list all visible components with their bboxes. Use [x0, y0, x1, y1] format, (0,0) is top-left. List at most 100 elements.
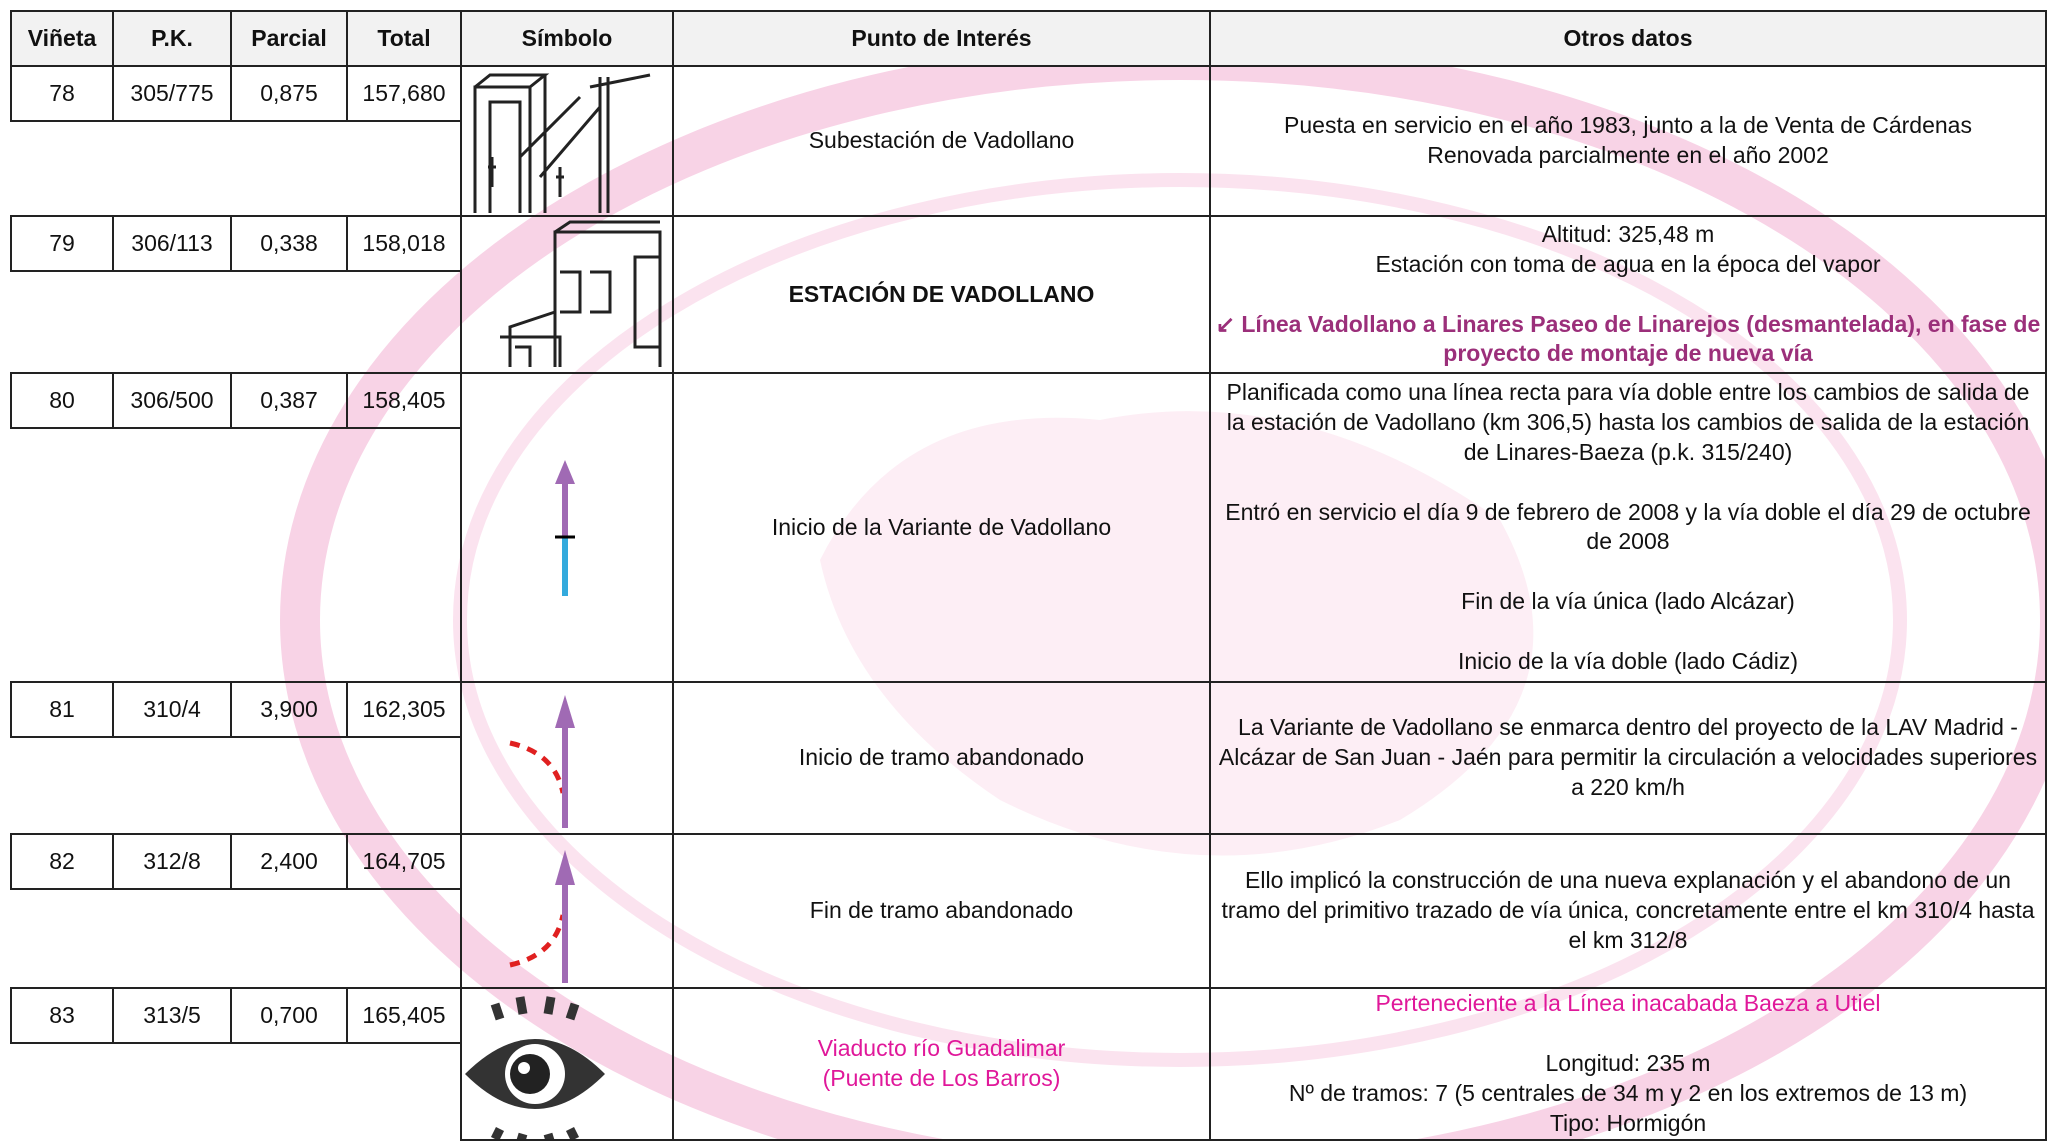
symbol-variant	[555, 460, 575, 596]
poi: Subestación de Vadollano	[808, 127, 1075, 154]
symbol-abandoned-start	[509, 695, 575, 828]
cell: 162,305	[346, 681, 462, 738]
other-data: Inicio de la vía doble (lado Cádiz)	[1457, 648, 1799, 675]
cell: Ello implicó la construcción de una nuev…	[1209, 833, 2047, 989]
other-data: Ello implicó la construcción de una nuev…	[1221, 867, 2035, 953]
parcial: 0,875	[260, 79, 318, 106]
other-data: ↙ Línea Vadollano a Linares Paseo de Lin…	[1215, 310, 2041, 367]
cell: Fin de tramo abandonado	[672, 833, 1211, 989]
cell: Perteneciente a la Línea inacabada Baeza…	[1209, 987, 2047, 1141]
cell: La Variante de Vadollano se enmarca dent…	[1209, 681, 2047, 835]
header-cell: P.K.	[151, 24, 193, 51]
symbol-station	[500, 220, 662, 367]
cell: 312/8	[112, 833, 232, 890]
cell: 305/775	[112, 65, 232, 122]
cell: ESTACIÓN DE VADOLLANO	[672, 215, 1211, 374]
cell: Puesta en servicio en el año 1983, junto…	[1209, 65, 2047, 217]
poi: Fin de tramo abandonado	[809, 897, 1074, 924]
cell: Total	[346, 10, 462, 67]
poi: Viaducto río Guadalimar	[817, 1035, 1066, 1062]
cell: Viñeta	[10, 10, 114, 67]
pk: 313/5	[143, 1001, 201, 1028]
cell: 306/500	[112, 372, 232, 429]
cell: P.K.	[112, 10, 232, 67]
cell: Punto de Interés	[672, 10, 1211, 67]
header-cell: Viñeta	[27, 24, 97, 51]
cell: 158,018	[346, 215, 462, 272]
vineta: 81	[49, 695, 75, 722]
poi: Inicio de la Variante de Vadollano	[771, 513, 1112, 540]
parcial: 0,700	[260, 1001, 318, 1028]
cell: 78	[10, 65, 114, 122]
poi: Inicio de tramo abandonado	[798, 744, 1085, 771]
vineta: 78	[49, 79, 75, 106]
other-data: Perteneciente a la Línea inacabada Baeza…	[1375, 990, 1881, 1017]
other-data: Puesta en servicio en el año 1983, junto…	[1284, 112, 1972, 139]
cell: Inicio de la Variante de Vadollano	[672, 372, 1211, 683]
vineta: 79	[49, 229, 75, 256]
cell: 158,405	[346, 372, 462, 429]
cell: 82	[10, 833, 114, 890]
other-data: Nº de tramos: 7 (5 centrales de 34 m y 2…	[1288, 1080, 1968, 1106]
poi: (Puente de Los Barros)	[822, 1065, 1061, 1091]
other-data: Tipo: Hormigón	[1549, 1109, 1707, 1136]
cell: 0,387	[230, 372, 348, 429]
cell: 83	[10, 987, 114, 1044]
other-data: Estación con toma de agua en la época de…	[1375, 250, 1881, 277]
cell: Parcial	[230, 10, 348, 67]
parcial: 0,338	[260, 229, 318, 256]
symbol-substation	[473, 73, 651, 213]
vineta: 82	[49, 847, 75, 874]
cell: 81	[10, 681, 114, 738]
cell: 0,875	[230, 65, 348, 122]
pk: 305/775	[130, 79, 214, 106]
header-cell: Total	[377, 24, 431, 51]
cell: 310/4	[112, 681, 232, 738]
total: 158,405	[362, 386, 446, 413]
parcial: 3,900	[260, 695, 318, 722]
pk: 306/500	[130, 386, 214, 413]
poi: ESTACIÓN DE VADOLLANO	[788, 280, 1095, 307]
cell: 164,705	[346, 833, 462, 890]
parcial: 2,400	[260, 847, 318, 874]
total: 158,018	[362, 229, 446, 256]
header-cell: Símbolo	[521, 24, 613, 51]
cell: Viaducto río Guadalimar (Puente de Los Ba…	[672, 987, 1211, 1141]
symbol-abandoned-end	[509, 850, 575, 983]
cell: 157,680	[346, 65, 462, 122]
total: 164,705	[362, 847, 446, 874]
cell: 80	[10, 372, 114, 429]
symbol-viewpoint	[465, 996, 605, 1139]
cell: 2,400	[230, 833, 348, 890]
header-cell: Punto de Interés	[851, 24, 1032, 51]
cell: 0,338	[230, 215, 348, 272]
cell: 306/113	[112, 215, 232, 272]
pk: 306/113	[131, 229, 213, 256]
other-data: Entró en servicio el día 9 de febrero de…	[1225, 498, 2031, 555]
other-data: Longitud: 235 m	[1545, 1050, 1711, 1077]
cell: 3,900	[230, 681, 348, 738]
cell: 165,405	[346, 987, 462, 1044]
header-cell: Otros datos	[1563, 24, 1693, 51]
cell: 79	[10, 215, 114, 272]
total: 162,305	[362, 695, 446, 722]
other-data: Planificada como una línea recta para ví…	[1226, 378, 2030, 465]
other-data: Altitud: 325,48 m	[1541, 220, 1715, 247]
pk: 312/8	[143, 847, 201, 874]
parcial: 0,387	[260, 386, 318, 413]
cell: Otros datos	[1209, 10, 2047, 67]
cell: Inicio de tramo abandonado	[672, 681, 1211, 835]
cell: Símbolo	[460, 10, 674, 67]
cell: Altitud: 325,48 m Estación con toma de ag…	[1209, 215, 2047, 374]
total: 165,405	[362, 1001, 446, 1028]
cell: Planificada como una línea recta para ví…	[1209, 372, 2047, 683]
total: 157,680	[362, 79, 446, 106]
vineta: 80	[49, 386, 75, 413]
header-cell: Parcial	[251, 24, 327, 51]
cell: 313/5	[112, 987, 232, 1044]
other-data: Renovada parcialmente en el año 2002	[1427, 142, 1829, 168]
other-data: Fin de la vía única (lado Alcázar)	[1461, 588, 1795, 615]
other-data: La Variante de Vadollano se enmarca dent…	[1218, 714, 2038, 800]
vineta: 83	[49, 1001, 75, 1028]
